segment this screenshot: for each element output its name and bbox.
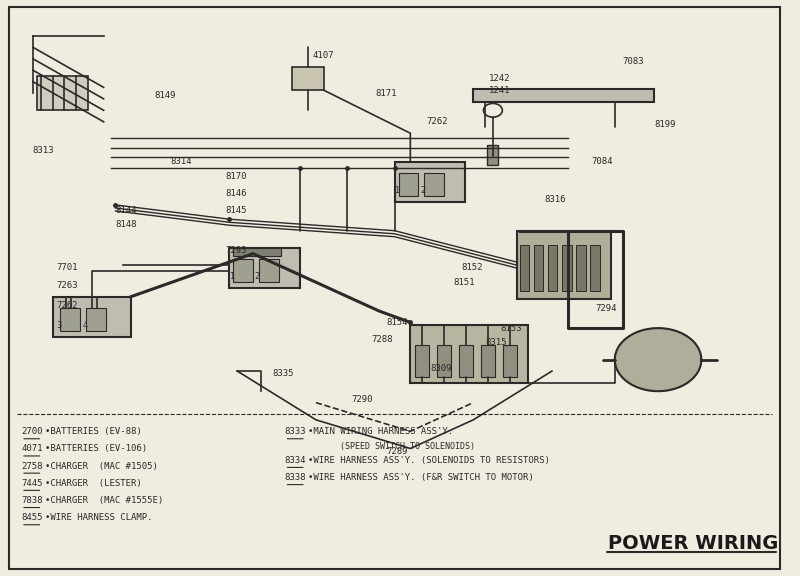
Text: 7262: 7262 xyxy=(57,301,78,310)
Bar xyxy=(487,145,498,165)
Bar xyxy=(576,245,586,291)
Text: 2: 2 xyxy=(420,187,426,195)
Text: 8309: 8309 xyxy=(430,364,451,373)
Text: 7445: 7445 xyxy=(21,479,42,488)
Text: 8148: 8148 xyxy=(115,221,137,229)
Bar xyxy=(520,245,529,291)
Text: 2758: 2758 xyxy=(21,461,42,471)
Text: 8455: 8455 xyxy=(21,513,42,522)
Text: 8171: 8171 xyxy=(375,89,397,97)
Bar xyxy=(37,76,88,110)
Polygon shape xyxy=(615,328,702,391)
Text: 8315: 8315 xyxy=(485,338,506,347)
Bar xyxy=(398,173,418,196)
Text: •WIRE HARNESS CLAMP.: •WIRE HARNESS CLAMP. xyxy=(45,513,152,522)
Text: 7288: 7288 xyxy=(371,335,393,344)
Bar xyxy=(292,67,324,90)
Bar xyxy=(474,89,654,102)
Text: 7290: 7290 xyxy=(351,395,373,404)
Bar xyxy=(437,346,451,377)
Text: 4107: 4107 xyxy=(312,51,334,60)
Text: 7701: 7701 xyxy=(57,263,78,272)
Text: •WIRE HARNESS ASS'Y. (SOLENOIDS TO RESISTORS): •WIRE HARNESS ASS'Y. (SOLENOIDS TO RESIS… xyxy=(308,456,550,465)
Bar xyxy=(590,245,600,291)
Text: 8316: 8316 xyxy=(544,195,566,204)
Text: 7263: 7263 xyxy=(57,281,78,290)
Text: 8146: 8146 xyxy=(226,189,247,198)
Bar xyxy=(259,259,279,282)
Bar xyxy=(481,346,495,377)
Text: 7083: 7083 xyxy=(622,57,644,66)
Bar xyxy=(503,346,518,377)
Text: 8333: 8333 xyxy=(285,427,306,436)
Text: 8338: 8338 xyxy=(285,473,306,482)
Bar xyxy=(562,245,571,291)
Bar xyxy=(410,325,528,382)
Text: 8199: 8199 xyxy=(654,120,676,129)
Text: 4: 4 xyxy=(82,321,87,330)
Text: •CHARGER  (MAC #1505): •CHARGER (MAC #1505) xyxy=(45,461,158,471)
Text: 1242: 1242 xyxy=(489,74,510,84)
Text: 8314: 8314 xyxy=(170,157,192,166)
Bar xyxy=(534,245,543,291)
Text: 3: 3 xyxy=(56,321,62,330)
Text: 2700: 2700 xyxy=(21,427,42,436)
Text: 1241: 1241 xyxy=(489,86,510,94)
Bar xyxy=(234,259,253,282)
Bar xyxy=(60,308,80,331)
Text: 2: 2 xyxy=(254,272,260,282)
Text: 7084: 7084 xyxy=(591,157,613,166)
Bar xyxy=(517,230,611,300)
Text: •CHARGER  (MAC #1555E): •CHARGER (MAC #1555E) xyxy=(45,496,163,505)
Bar xyxy=(425,173,444,196)
Text: •CHARGER  (LESTER): •CHARGER (LESTER) xyxy=(45,479,142,488)
Text: 8154: 8154 xyxy=(386,318,408,327)
Text: 7838: 7838 xyxy=(21,496,42,505)
Text: •MAIN WIRING HARNESS ASS'Y.: •MAIN WIRING HARNESS ASS'Y. xyxy=(308,427,454,436)
Text: •BATTERIES (EV-88): •BATTERIES (EV-88) xyxy=(45,427,142,436)
Text: 8153: 8153 xyxy=(501,324,522,332)
Text: 7262: 7262 xyxy=(426,118,447,126)
Text: 8170: 8170 xyxy=(226,172,247,181)
Text: POWER WIRING: POWER WIRING xyxy=(608,533,778,552)
Text: 8335: 8335 xyxy=(273,369,294,378)
Text: 4071: 4071 xyxy=(21,444,42,453)
Text: 1: 1 xyxy=(229,272,234,282)
Text: (SPEED SWITCH TO SOLENOIDS): (SPEED SWITCH TO SOLENOIDS) xyxy=(339,441,474,450)
Text: 8151: 8151 xyxy=(454,278,475,287)
Text: 1: 1 xyxy=(394,187,399,195)
Text: 7293: 7293 xyxy=(226,247,247,255)
Bar xyxy=(415,346,430,377)
Bar xyxy=(86,308,106,331)
Text: 8144: 8144 xyxy=(115,206,137,215)
Text: •BATTERIES (EV-106): •BATTERIES (EV-106) xyxy=(45,444,146,453)
Text: 8145: 8145 xyxy=(226,206,247,215)
Text: 8334: 8334 xyxy=(285,456,306,465)
Text: 8149: 8149 xyxy=(154,92,176,100)
Bar xyxy=(394,162,466,202)
Text: 8313: 8313 xyxy=(33,146,54,155)
Bar xyxy=(53,297,131,337)
Text: •WIRE HARNESS ASS'Y. (F&R SWITCH TO MOTOR): •WIRE HARNESS ASS'Y. (F&R SWITCH TO MOTO… xyxy=(308,473,534,482)
Text: 7289: 7289 xyxy=(386,447,408,456)
Bar xyxy=(459,346,474,377)
Bar xyxy=(234,248,281,256)
Text: 8152: 8152 xyxy=(462,263,483,272)
Bar xyxy=(548,245,558,291)
Text: 7294: 7294 xyxy=(595,304,617,313)
Bar xyxy=(230,248,300,288)
